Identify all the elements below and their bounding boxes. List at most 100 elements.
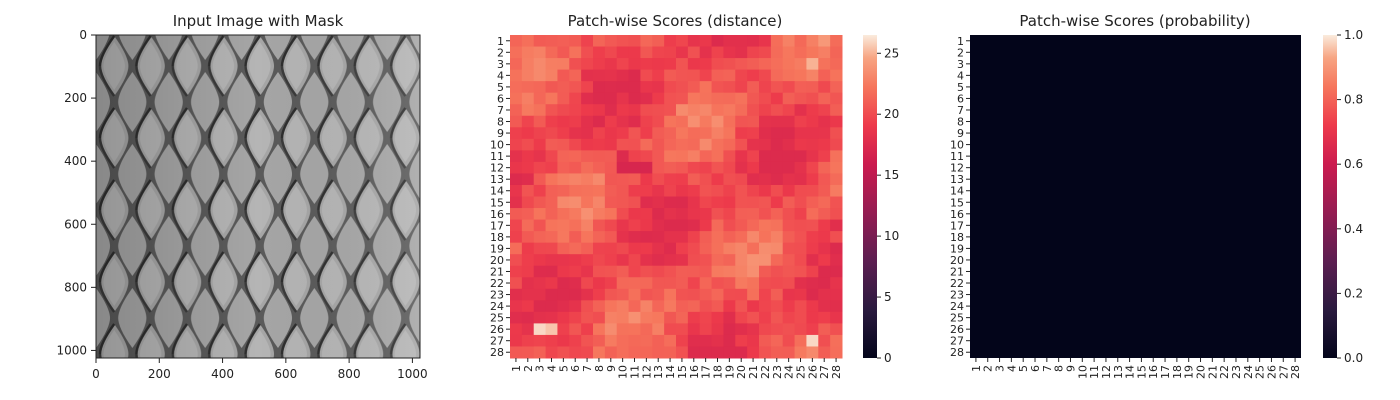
heatmap-cell [616, 35, 630, 48]
heatmap-cell [521, 254, 535, 267]
heatmap-cell [557, 242, 570, 255]
heatmap-cell [593, 323, 606, 336]
heatmap-cell [782, 323, 796, 336]
heatmap-cell [533, 265, 547, 278]
heatmap-cell [782, 346, 796, 359]
heatmap-cell [604, 311, 618, 324]
heatmap-cell [664, 323, 677, 336]
heatmap-cell [533, 92, 547, 105]
heatmap-cell [687, 265, 701, 278]
heatmap-cell [569, 300, 582, 313]
panel3-row-label: 14 [950, 185, 964, 198]
heatmap-cell [770, 300, 784, 313]
heatmap-cell [581, 265, 594, 278]
heatmap-cell [735, 161, 748, 174]
heatmap-cell [723, 46, 736, 59]
heatmap-cell [510, 104, 523, 117]
heatmap-cell [782, 127, 796, 140]
heatmap-cell [676, 300, 689, 313]
heatmap-cell [770, 334, 784, 347]
heatmap-cell [581, 334, 594, 347]
heatmap-cell [818, 58, 831, 71]
heatmap-cell [640, 81, 653, 94]
panel2-col-label: 26 [806, 365, 819, 379]
heatmap-cell [652, 138, 665, 151]
heatmap-cell [806, 138, 819, 151]
heatmap-cell [604, 173, 618, 186]
panel2-col-label: 20 [735, 365, 748, 379]
heatmap-cell [735, 92, 748, 105]
heatmap-cell [676, 288, 689, 301]
heatmap-cell [699, 150, 713, 163]
heatmap-cell [593, 288, 606, 301]
heatmap-cell [782, 300, 796, 313]
panel2-row-label: 13 [490, 173, 504, 186]
heatmap-cell [604, 35, 618, 48]
panel2-col-label: 28 [830, 365, 843, 379]
heatmap-cell [830, 115, 843, 128]
heatmap-cell [628, 81, 641, 94]
heatmap-cell [770, 242, 784, 255]
heatmap-cell [699, 196, 713, 209]
heatmap-cell [818, 173, 831, 186]
heatmap-cell [723, 300, 736, 313]
heatmap-cell [747, 58, 760, 71]
panel1-y-tick-label: 600 [64, 217, 87, 231]
heatmap-cell [711, 311, 724, 324]
heatmap-cell [676, 323, 689, 336]
heatmap-cell [545, 346, 558, 359]
heatmap-cell [687, 242, 701, 255]
heatmap-cell [640, 300, 653, 313]
heatmap-cell [699, 242, 713, 255]
panel1-y-tick-label: 1000 [56, 343, 87, 357]
heatmap-cell [711, 300, 724, 313]
heatmap-cell [806, 150, 819, 163]
heatmap-cell [616, 81, 630, 94]
heatmap-cell [747, 69, 760, 82]
panel3-col-label: 21 [1206, 365, 1219, 379]
heatmap-cell [806, 334, 819, 347]
panel2-col-label: 5 [557, 365, 570, 372]
heatmap-cell [676, 242, 689, 255]
heatmap-cell [652, 46, 665, 59]
heatmap-cell [628, 184, 641, 197]
heatmap-cell [735, 127, 748, 140]
panel3-col-label: 25 [1254, 365, 1267, 379]
heatmap-cell [759, 81, 772, 94]
heatmap-cell [782, 184, 796, 197]
heatmap-cell [794, 219, 807, 232]
panel2-row-label: 16 [490, 208, 504, 221]
heatmap-cell [782, 231, 796, 244]
heatmap-cell [581, 104, 594, 117]
heatmap-cell [557, 311, 570, 324]
heatmap-cell [545, 254, 558, 267]
heatmap-cell [510, 173, 523, 186]
heatmap-cell [604, 104, 618, 117]
heatmap-cell [593, 265, 606, 278]
heatmap-cell [676, 92, 689, 105]
panel2-col-label: 21 [747, 365, 760, 379]
heatmap-cell [794, 138, 807, 151]
heatmap-cell [545, 92, 558, 105]
heatmap-cell [794, 161, 807, 174]
heatmap-cell [640, 288, 653, 301]
heatmap-cell [557, 219, 570, 232]
panel3-row-label: 1 [957, 35, 964, 48]
heatmap-cell [640, 231, 653, 244]
panel3-col-label: 10 [1076, 365, 1089, 379]
heatmap-cell [818, 311, 831, 324]
heatmap-cell [759, 346, 772, 359]
heatmap-cell [782, 138, 796, 151]
heatmap-cell [759, 92, 772, 105]
heatmap-cell [521, 58, 535, 71]
heatmap-cell [664, 196, 677, 209]
heatmap-cell [699, 334, 713, 347]
heatmap-cell [794, 208, 807, 221]
heatmap-cell [699, 81, 713, 94]
heatmap-cell [510, 265, 523, 278]
heatmap-cell [794, 346, 807, 359]
heatmap-cell [794, 46, 807, 59]
heatmap-cell [676, 127, 689, 140]
heatmap-cell [510, 242, 523, 255]
heatmap-cell [616, 150, 630, 163]
